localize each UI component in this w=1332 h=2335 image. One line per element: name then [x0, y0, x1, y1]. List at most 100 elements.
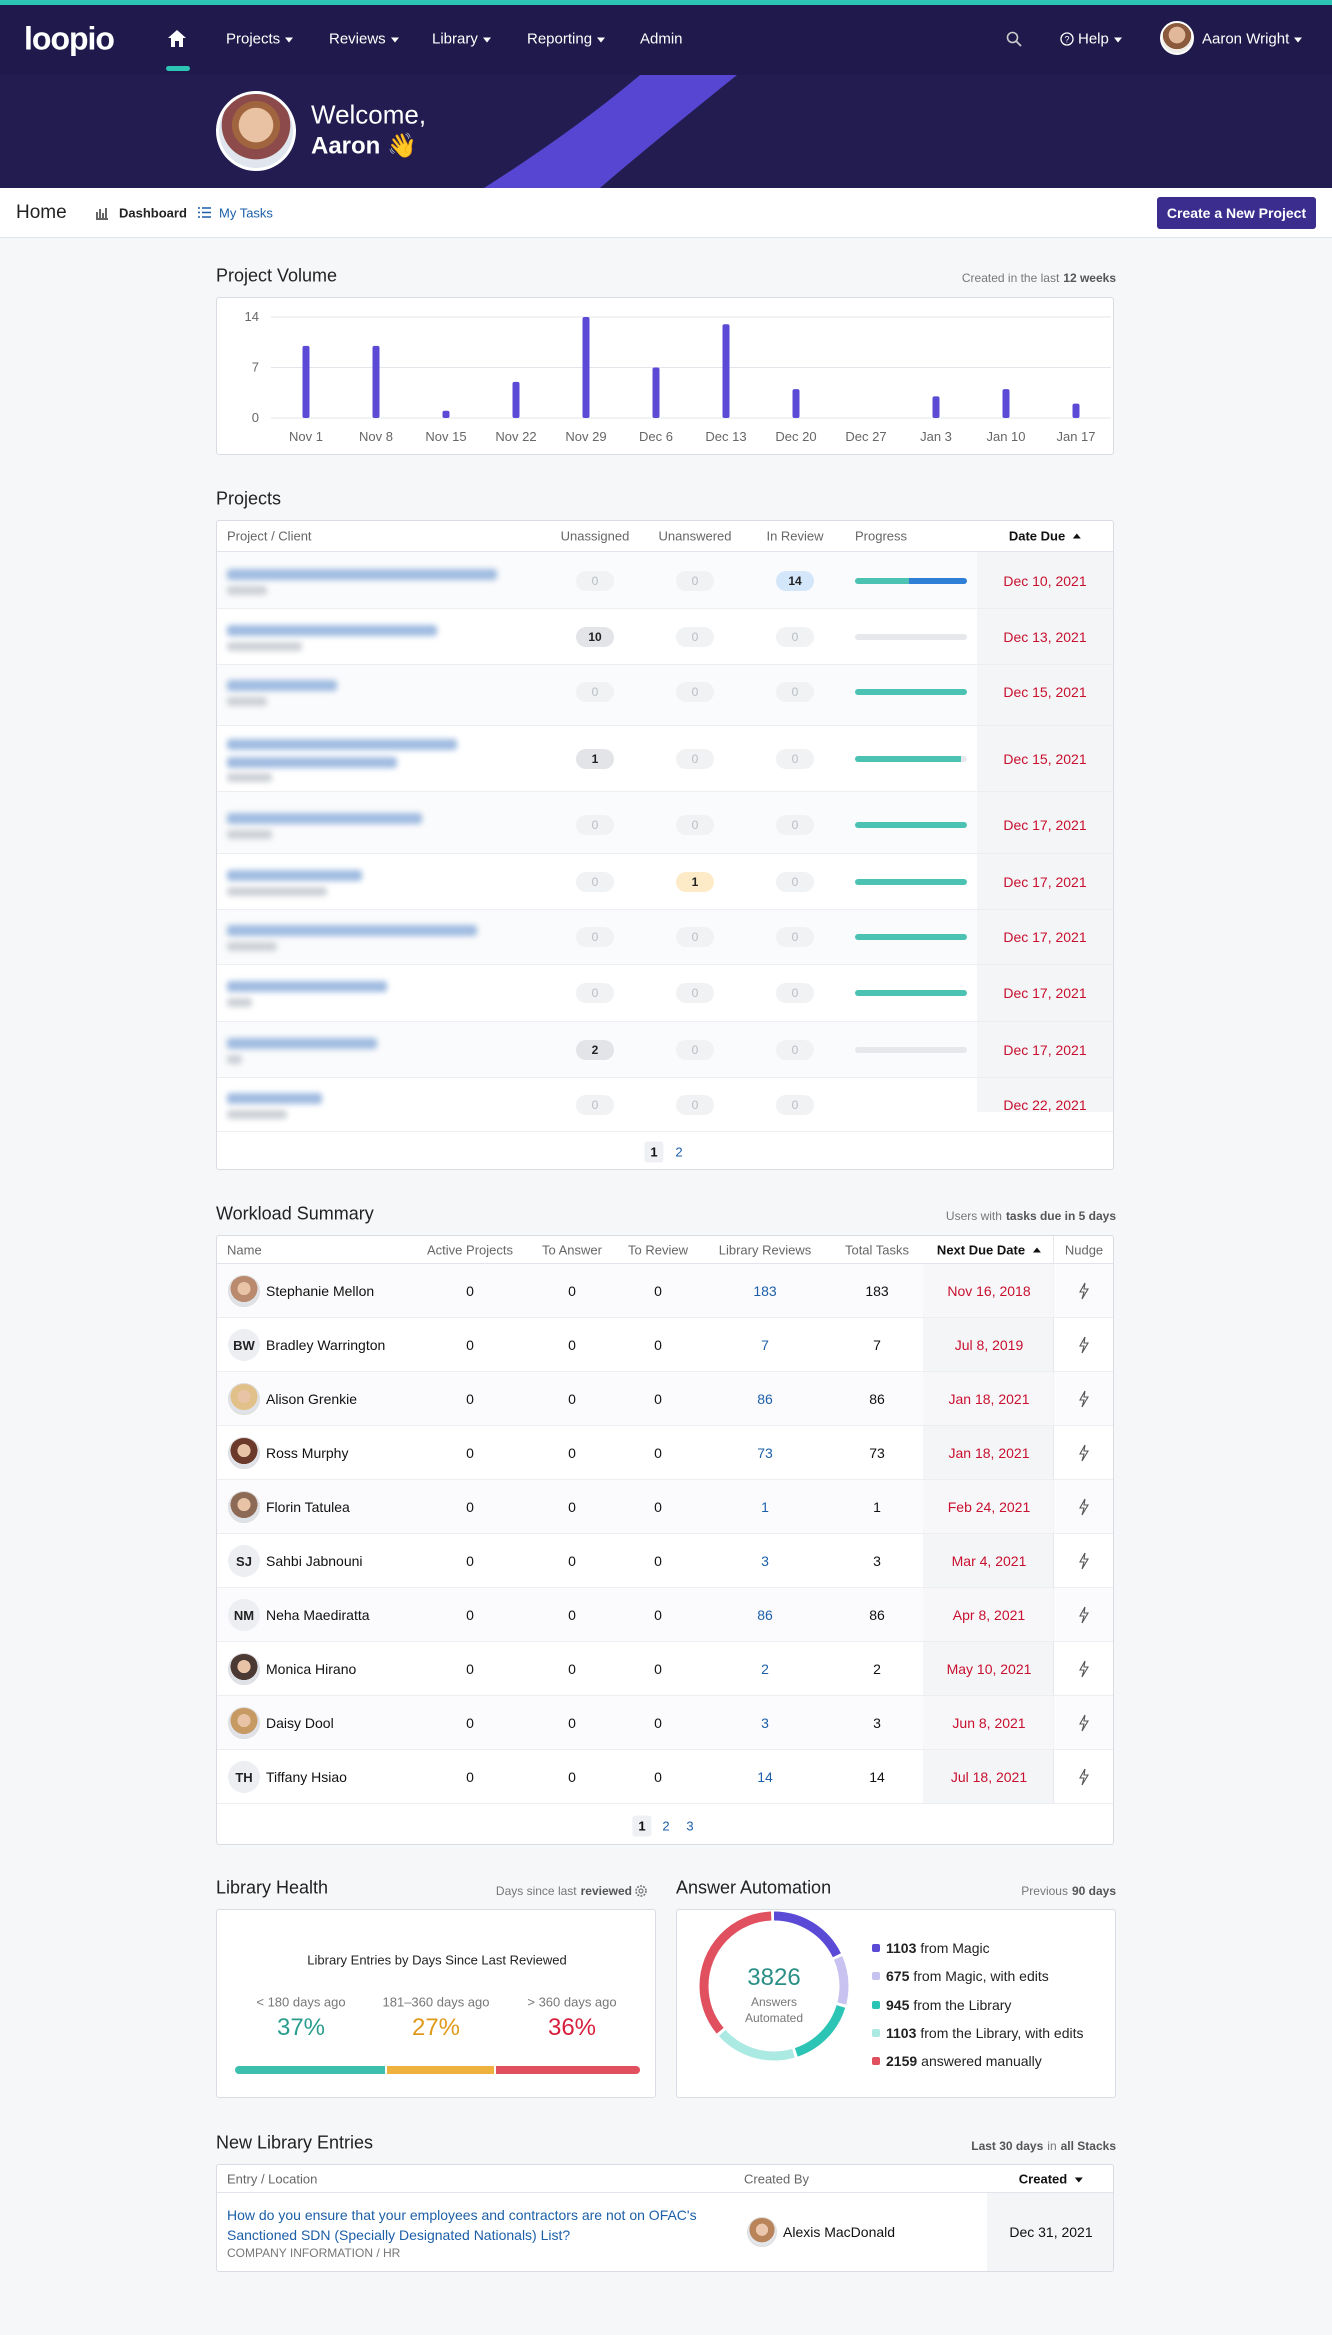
count-cell[interactable]: 3 — [761, 1553, 769, 1569]
user-photo — [228, 1653, 260, 1685]
nav-item[interactable]: Reviews — [329, 31, 399, 48]
home-shape[interactable] — [168, 30, 186, 47]
nudge-icon[interactable] — [1079, 1498, 1089, 1516]
client-name-blurred — [227, 773, 272, 782]
client-name-blurred — [227, 942, 277, 951]
count-cell: 0 — [654, 1661, 662, 1677]
x-tick-label: Dec 27 — [845, 429, 886, 444]
count-cell: 0 — [568, 1769, 576, 1785]
progress-segment — [855, 990, 967, 996]
count-pill: 0 — [776, 749, 814, 769]
help-menu[interactable]: Help — [1078, 31, 1122, 48]
gear-outer[interactable] — [635, 1885, 647, 1897]
user-avatar[interactable] — [1160, 21, 1194, 55]
chart-card: 0 7 14 Nov 1 Nov 8 Nov 15 Nov 22 Nov 29 Dec 6 Dec… — [216, 297, 1114, 455]
count-cell: 0 — [568, 1607, 576, 1623]
column-header: Progress — [855, 528, 908, 544]
count-cell[interactable]: 14 — [757, 1769, 773, 1785]
progress-track — [855, 756, 967, 762]
initials: NM — [233, 1607, 255, 1623]
entry-question[interactable]: How do you ensure that your employees an… — [227, 2207, 697, 2243]
client-name-blurred — [227, 1110, 287, 1119]
client-name-blurred — [227, 586, 267, 595]
due-date: Dec 10, 2021 — [1003, 573, 1087, 589]
count-cell[interactable]: 86 — [757, 1391, 773, 1407]
column-header-sorted[interactable]: Date Due — [1009, 529, 1082, 544]
count-pill: 0 — [576, 1095, 614, 1115]
progress-track — [855, 689, 967, 695]
due-column-bg — [977, 552, 1113, 1112]
count-pill: 10 — [576, 627, 614, 647]
due-cell-border — [977, 965, 1113, 1022]
nav-item[interactable]: Admin — [640, 30, 683, 48]
nav-item[interactable]: Library — [432, 31, 491, 48]
nudge-icon[interactable] — [1079, 1336, 1089, 1354]
column-header-sorted[interactable]: Next Due Date — [937, 1243, 1042, 1258]
count-cell[interactable]: 3 — [761, 1715, 769, 1731]
count-cell[interactable]: 86 — [757, 1607, 773, 1623]
count-cell: 0 — [466, 1553, 474, 1569]
nudge-icon[interactable] — [1079, 1714, 1089, 1732]
section-title: Answer Automation — [676, 1877, 832, 1898]
nudge-icon[interactable] — [1079, 1444, 1089, 1462]
count-cell[interactable]: 183 — [753, 1283, 777, 1299]
nudge-icon[interactable] — [1079, 1606, 1089, 1624]
note-text: Created in the last — [961, 271, 1060, 285]
x-tick-label: Jan 10 — [986, 429, 1025, 444]
count-cell: 0 — [654, 1607, 662, 1623]
note-text: Days since last — [495, 1884, 577, 1898]
count-cell[interactable]: 7 — [761, 1337, 769, 1353]
section-title: New Library Entries — [216, 2132, 374, 2153]
tab-dashboard[interactable]: Dashboard — [119, 205, 187, 221]
table-row[interactable] — [217, 1077, 977, 1132]
user-name: Neha Maediratta — [266, 1607, 370, 1623]
x-tick-label: Nov 1 — [289, 429, 323, 444]
user-menu[interactable]: Aaron Wright — [1202, 31, 1303, 48]
project-name-blurred — [227, 981, 387, 992]
count-cell: 0 — [466, 1607, 474, 1623]
stat-value: 37% — [276, 2014, 326, 2041]
count-cell[interactable]: 1 — [761, 1499, 769, 1515]
logo[interactable]: loopio — [24, 20, 115, 57]
page-link[interactable]: 2 — [662, 1818, 670, 1834]
nudge-icon[interactable] — [1079, 1768, 1089, 1786]
table-row — [217, 1534, 1113, 1588]
progress-segment — [855, 578, 909, 584]
table-row — [217, 1696, 1113, 1750]
y-tick-label: 7 — [252, 360, 259, 375]
nav-item[interactable]: Reporting — [527, 31, 606, 48]
page-link[interactable]: 3 — [686, 1818, 694, 1834]
create-project-button[interactable]: Create a New Project — [1157, 197, 1316, 229]
nudge-icon[interactable] — [1079, 1660, 1089, 1678]
nudge-icon[interactable] — [1079, 1552, 1089, 1570]
nudge-icon[interactable] — [1079, 1282, 1089, 1300]
due-date: Dec 17, 2021 — [1003, 1042, 1087, 1058]
creator-photo — [747, 2217, 777, 2247]
nav-item[interactable]: Projects — [226, 31, 294, 48]
client-name-blurred — [227, 830, 272, 839]
progress-segment — [908, 578, 967, 584]
search-lens[interactable] — [1006, 31, 1019, 44]
count-pill: 0 — [676, 927, 714, 947]
nudge-icon[interactable] — [1079, 1390, 1089, 1408]
due-date: Dec 15, 2021 — [1003, 751, 1087, 767]
welcome-banner — [0, 75, 1332, 188]
count-cell[interactable]: 2 — [761, 1661, 769, 1677]
page-link[interactable]: 1 — [632, 1815, 652, 1837]
help-icon: ? — [1060, 32, 1074, 46]
due-date: Dec 15, 2021 — [1003, 684, 1087, 700]
next-due-date: Feb 24, 2021 — [947, 1499, 1031, 1515]
page-link[interactable]: 2 — [675, 1144, 683, 1160]
count-cell: 0 — [654, 1337, 662, 1353]
health-segment — [494, 2066, 640, 2074]
count-cell[interactable]: 73 — [757, 1445, 773, 1461]
count-pill: 0 — [776, 815, 814, 835]
page-title: Home — [16, 202, 67, 223]
column-header-sorted[interactable]: Created — [1019, 2172, 1084, 2187]
due-date: Dec 22, 2021 — [1003, 1097, 1087, 1113]
legend-item: 2159 answered manually — [886, 2053, 1042, 2069]
tab-my-tasks[interactable]: My Tasks — [219, 205, 273, 221]
user-photo — [228, 1437, 260, 1469]
page-link[interactable]: 1 — [644, 1141, 664, 1163]
